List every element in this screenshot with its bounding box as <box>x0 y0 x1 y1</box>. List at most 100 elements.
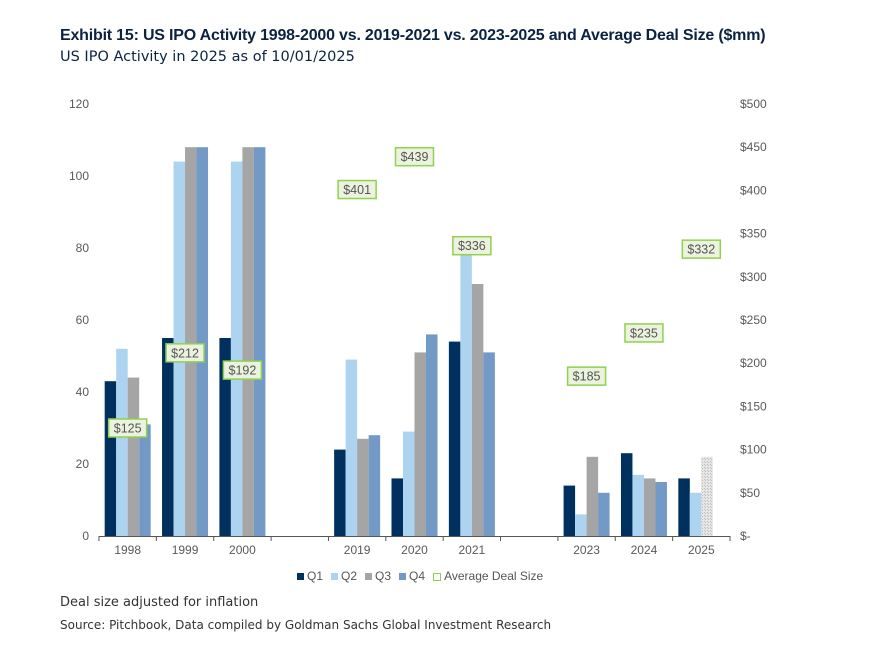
avg-deal-size-label: $192 <box>229 364 257 378</box>
legend-item-q3: Q3 <box>365 569 391 583</box>
y-right-tick-label: $50 <box>740 486 760 500</box>
bar-q3-2000 <box>242 147 254 536</box>
source-note: Source: Pitchbook, Data compiled by Gold… <box>60 618 552 632</box>
avg-deal-size-box <box>452 235 492 256</box>
y-left-tick-label: 20 <box>76 457 90 471</box>
y-left-tick-label: 80 <box>76 241 90 255</box>
bar-q2-2021 <box>460 251 472 536</box>
chart-title: Exhibit 15: US IPO Activity 1998-2000 vs… <box>60 27 766 44</box>
x-tick-label: 2023 <box>573 543 600 557</box>
legend-item-average-deal-size: Average Deal Size <box>433 569 543 583</box>
avg-deal-size-label: $185 <box>573 370 601 384</box>
bar-q2-2020 <box>403 431 415 536</box>
bar-q2-2025 <box>689 492 702 536</box>
avg-deal-size-box <box>624 323 664 343</box>
bar-q1-2021 <box>448 341 461 536</box>
bar-q2-2023 <box>575 514 587 536</box>
y-right-tick-label: $350 <box>740 227 767 241</box>
bar-q1-2024 <box>620 453 633 536</box>
avg-deal-size-label: $336 <box>458 239 486 253</box>
legend-label: Average Deal Size <box>444 569 544 583</box>
avg-deal-size-box <box>165 343 205 363</box>
bar-q4-2020 <box>426 334 438 536</box>
x-tick-label: 2024 <box>631 543 658 557</box>
legend-swatch <box>331 573 339 581</box>
legend-swatch <box>365 573 373 581</box>
x-tick-label: 2020 <box>401 543 428 557</box>
y-right-tick-label: $300 <box>740 270 767 284</box>
bar-q3-2025 <box>701 456 713 536</box>
avg-deal-size-label: $212 <box>171 346 199 360</box>
bar-q2-2024 <box>632 474 644 536</box>
y-left-tick-label: 60 <box>76 313 90 327</box>
avg-deal-size-box <box>394 146 435 167</box>
bar-q3-1998 <box>127 377 140 536</box>
bar-q4-2019 <box>368 435 381 536</box>
bar-q3-2023 <box>586 456 599 536</box>
legend-item-q1: Q1 <box>297 569 323 583</box>
legend-swatch <box>433 572 442 581</box>
legend-item-q4: Q4 <box>399 569 425 583</box>
y-right-tick-label: $200 <box>740 356 767 370</box>
footnote-inflation: Deal size adjusted for inflation <box>60 595 259 610</box>
bar-q2-1998 <box>116 348 128 536</box>
bar-q4-1999 <box>196 147 209 536</box>
legend-label: Q3 <box>375 569 392 583</box>
chart-header: Exhibit 15: US IPO Activity 1998-2000 vs… <box>60 26 860 66</box>
legend-swatch <box>297 573 304 581</box>
bar-q4-2023 <box>598 492 610 536</box>
y-left-tick-label: 100 <box>69 169 89 183</box>
y-left-tick-label: 40 <box>76 385 90 399</box>
avg-deal-size-box <box>107 418 148 438</box>
y-right-tick-label: $- <box>740 529 751 543</box>
bar-q3-2019 <box>357 438 369 536</box>
x-tick-label: 2019 <box>344 543 371 557</box>
bar-q1-2020 <box>391 478 403 536</box>
bar-q1-2019 <box>334 449 346 536</box>
bar-q4-1998 <box>139 424 151 536</box>
bar-q2-2000 <box>230 161 243 536</box>
x-tick-label: 2021 <box>459 543 486 557</box>
bar-q1-2000 <box>219 338 231 536</box>
legend: Q1 Q2 Q3 Q4 Average Deal Size <box>297 569 543 583</box>
y-right-tick-label: $100 <box>740 443 767 457</box>
avg-deal-size-box <box>681 239 722 259</box>
bar-q1-1998 <box>104 381 117 536</box>
y-right-tick-label: $450 <box>740 140 767 154</box>
avg-deal-size-label: $439 <box>401 150 429 164</box>
bar-q3-1999 <box>185 147 197 536</box>
bar-q1-2025 <box>678 478 690 536</box>
bar-q3-2020 <box>414 352 426 536</box>
chart-subtitle: US IPO Activity in 2025 as of 10/01/2025 <box>60 49 355 65</box>
bar-q3-2021 <box>471 284 484 536</box>
bar-q4-2000 <box>253 147 266 536</box>
legend-item-q2: Q2 <box>331 569 357 583</box>
x-tick-label: 1998 <box>114 543 141 557</box>
y-left-tick-label: 0 <box>82 529 89 543</box>
y-right-tick-label: $500 <box>740 97 767 111</box>
x-tick-label: 2025 <box>688 543 715 557</box>
y-left-tick-label: 120 <box>69 97 89 111</box>
legend-label: Q4 <box>409 569 426 583</box>
bar-q3-2024 <box>643 478 656 536</box>
avg-deal-size-box <box>222 360 263 380</box>
legend-swatch <box>399 573 407 581</box>
x-tick-label: 1999 <box>172 543 199 557</box>
avg-deal-size-label: $401 <box>343 183 371 197</box>
avg-deal-size-label: $125 <box>114 422 142 436</box>
bar-q4-2024 <box>655 482 667 536</box>
legend-label: Q2 <box>341 569 358 583</box>
legend-label: Q1 <box>307 569 324 583</box>
y-right-tick-label: $250 <box>740 313 767 327</box>
y-right-tick-label: $150 <box>740 399 767 413</box>
bar-q4-2021 <box>483 352 495 536</box>
bar-q1-1999 <box>162 338 174 536</box>
avg-deal-size-box <box>566 366 607 386</box>
bar-q2-2019 <box>345 359 358 536</box>
x-tick-label: 2000 <box>229 543 256 557</box>
avg-deal-size-label: $235 <box>630 326 658 340</box>
bar-q1-2023 <box>563 485 576 536</box>
avg-deal-size-label: $332 <box>687 243 715 257</box>
y-right-tick-label: $400 <box>740 183 767 197</box>
